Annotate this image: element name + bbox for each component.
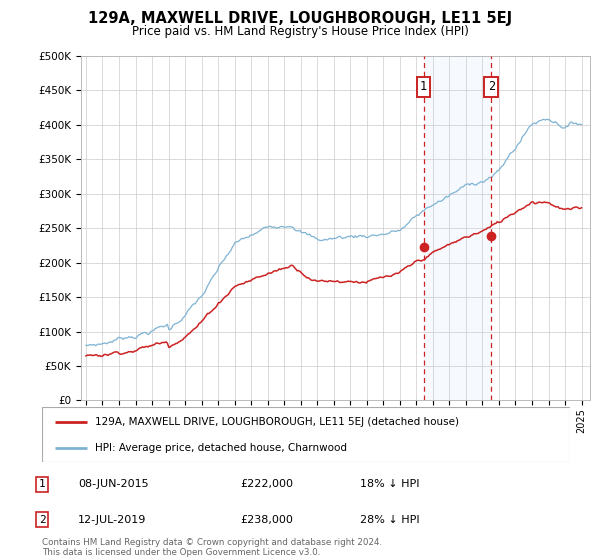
- Text: 129A, MAXWELL DRIVE, LOUGHBOROUGH, LE11 5EJ (detached house): 129A, MAXWELL DRIVE, LOUGHBOROUGH, LE11 …: [95, 418, 459, 427]
- Text: 18% ↓ HPI: 18% ↓ HPI: [360, 479, 419, 489]
- Text: 2: 2: [488, 81, 495, 94]
- Bar: [424, 56, 491, 400]
- Text: 28% ↓ HPI: 28% ↓ HPI: [360, 515, 419, 525]
- Text: HPI: Average price, detached house, Charnwood: HPI: Average price, detached house, Char…: [95, 444, 347, 453]
- Text: 1: 1: [38, 479, 46, 489]
- Text: Price paid vs. HM Land Registry's House Price Index (HPI): Price paid vs. HM Land Registry's House …: [131, 25, 469, 38]
- Text: 129A, MAXWELL DRIVE, LOUGHBOROUGH, LE11 5EJ: 129A, MAXWELL DRIVE, LOUGHBOROUGH, LE11 …: [88, 11, 512, 26]
- Text: 08-JUN-2015: 08-JUN-2015: [78, 479, 149, 489]
- Text: £222,000: £222,000: [240, 479, 293, 489]
- Text: £238,000: £238,000: [240, 515, 293, 525]
- Text: 1: 1: [420, 81, 427, 94]
- FancyBboxPatch shape: [42, 407, 570, 462]
- Text: 2: 2: [38, 515, 46, 525]
- Text: Contains HM Land Registry data © Crown copyright and database right 2024.
This d: Contains HM Land Registry data © Crown c…: [42, 538, 382, 557]
- Text: 12-JUL-2019: 12-JUL-2019: [78, 515, 146, 525]
